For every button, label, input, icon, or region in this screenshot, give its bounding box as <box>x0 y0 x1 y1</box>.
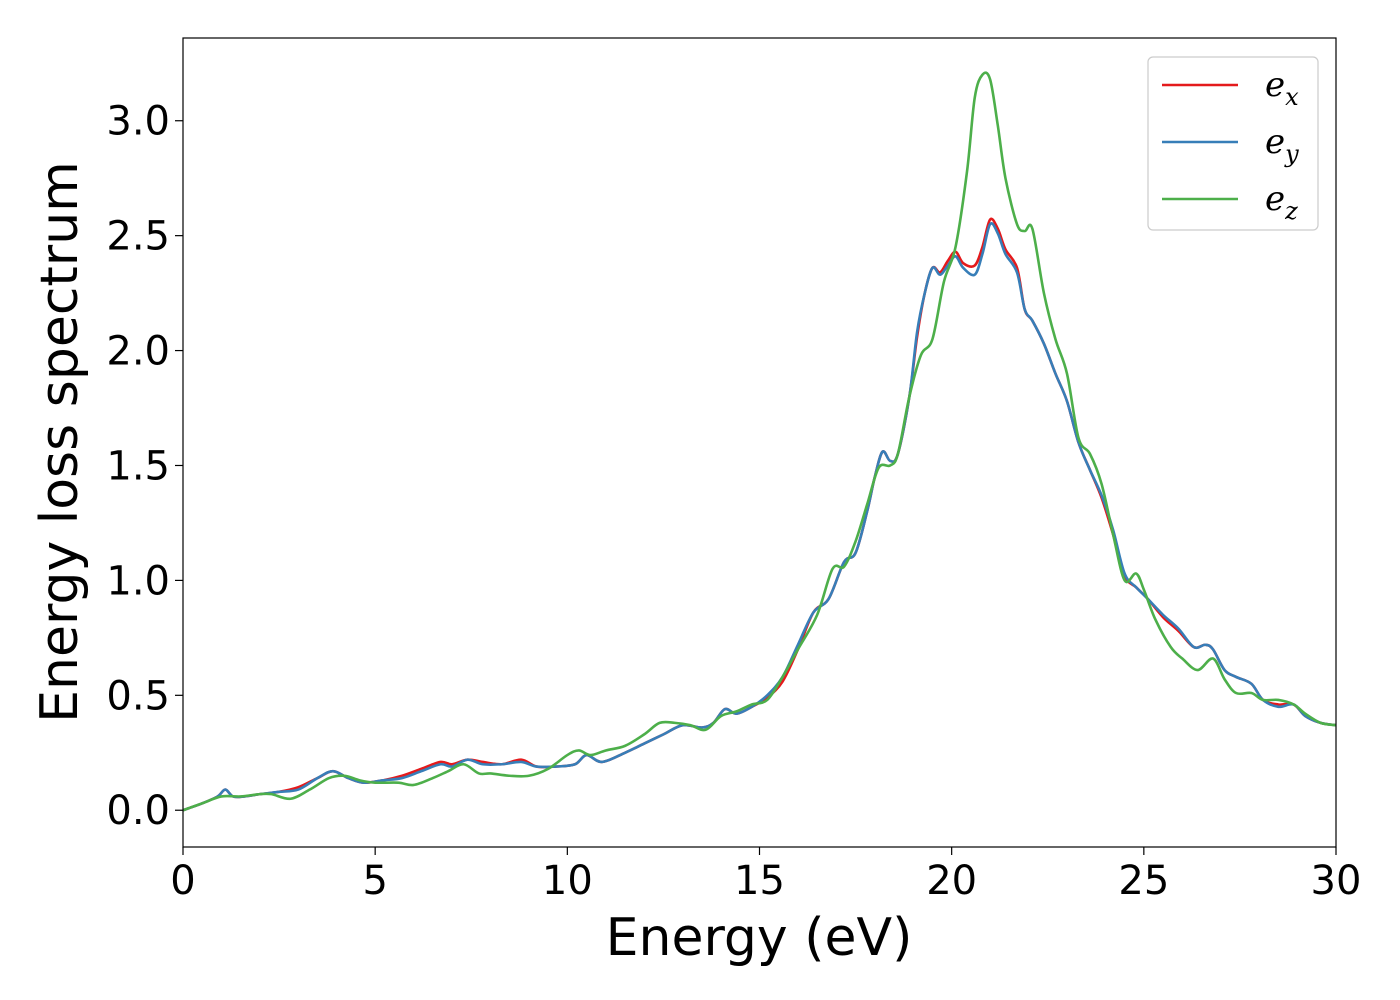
y-axis: 0.0 0.5 1.0 1.5 2.0 2.5 3.0 <box>106 99 183 834</box>
x-axis-label: Energy (eV) <box>606 908 913 968</box>
y-axis-label: Energy loss spectrum <box>30 161 90 723</box>
y-tick-label: 2.0 <box>106 329 170 375</box>
legend-label-z: ez <box>1265 179 1298 225</box>
y-tick-label: 0.0 <box>106 788 170 834</box>
legend-label-x: ex <box>1265 65 1299 111</box>
x-axis: 0 5 10 15 20 25 30 <box>170 847 1361 904</box>
series-line-x <box>183 217 1336 812</box>
x-tick-label: 25 <box>1118 858 1169 904</box>
y-tick-label: 0.5 <box>106 673 170 719</box>
x-tick-label: 20 <box>926 858 977 904</box>
y-tick-label: 1.5 <box>106 443 170 489</box>
legend-label-y: ey <box>1265 122 1299 168</box>
x-tick-label: 30 <box>1311 858 1362 904</box>
legend: ex ey ez <box>1147 56 1319 231</box>
series-layer <box>183 71 1336 812</box>
x-tick-label: 0 <box>170 858 195 904</box>
y-tick-label: 1.0 <box>106 558 170 604</box>
x-tick-label: 5 <box>362 858 387 904</box>
x-tick-label: 10 <box>542 858 593 904</box>
y-tick-label: 2.5 <box>106 214 170 260</box>
series-line-y <box>183 222 1336 812</box>
x-tick-label: 15 <box>734 858 785 904</box>
y-tick-label: 3.0 <box>106 99 170 145</box>
series-line-z <box>183 71 1336 812</box>
legend-box <box>1147 56 1319 231</box>
